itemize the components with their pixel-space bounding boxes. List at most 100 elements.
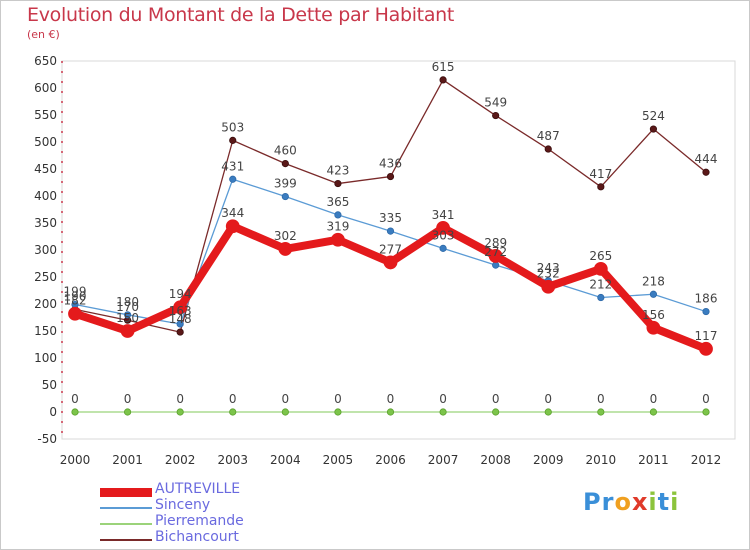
data-label-bichancourt: 444 [695, 152, 718, 166]
data-label-bichancourt: 417 [589, 167, 612, 181]
y-tick-label: 600 [34, 81, 57, 95]
data-label-sinceny: 163 [169, 304, 192, 318]
data-label-sinceny: 243 [537, 261, 560, 275]
data-point-autreville [225, 219, 240, 234]
data-label-autreville: 289 [484, 236, 507, 250]
y-tick-label: 0 [49, 405, 57, 419]
legend-label: Pierremande [155, 513, 244, 529]
legend-swatch [100, 539, 152, 541]
data-label-autreville: 302 [274, 229, 297, 243]
data-point-pierremande [281, 408, 289, 416]
data-label-autreville: 319 [326, 220, 349, 234]
y-tick-label: 250 [34, 270, 57, 284]
data-label-autreville: 232 [537, 267, 560, 281]
data-point-bichancourt [334, 179, 342, 188]
data-label-pierremande: 0 [439, 392, 447, 406]
data-point-sinceny [386, 227, 395, 235]
data-point-bichancourt [229, 136, 237, 144]
data-label-sinceny: 212 [589, 278, 612, 292]
data-label-bichancourt: 170 [116, 300, 139, 314]
logo-letter: r [601, 488, 615, 516]
data-point-pierremande [229, 408, 237, 416]
data-label-autreville: 277 [379, 242, 402, 256]
data-label-sinceny: 180 [116, 295, 139, 309]
x-tick-label: 2010 [586, 453, 617, 467]
data-point-pierremande [649, 408, 658, 416]
x-tick-label: 2001 [112, 453, 143, 467]
x-tick-label: 2011 [638, 453, 669, 467]
data-label-autreville: 117 [695, 329, 718, 343]
data-point-pierremande [544, 408, 552, 416]
data-label-bichancourt: 615 [432, 60, 455, 74]
data-label-autreville: 344 [221, 206, 244, 220]
data-point-sinceny [492, 261, 500, 269]
data-label-pierremande: 0 [387, 392, 395, 406]
y-tick-label: 100 [34, 351, 57, 365]
y-tick-label: 150 [34, 324, 57, 338]
y-tick-label: 300 [34, 243, 57, 257]
legend-swatch [100, 523, 152, 525]
logo-letter: t [657, 488, 671, 516]
y-tick-label: 200 [34, 297, 57, 311]
data-point-bichancourt [386, 172, 395, 181]
data-point-sinceny [176, 320, 184, 328]
x-tick-label: 2006 [375, 453, 406, 467]
data-label-pierremande: 0 [492, 392, 500, 406]
data-point-autreville [173, 300, 188, 315]
data-label-sinceny: 199 [64, 285, 87, 299]
y-tick-label: 650 [34, 54, 57, 68]
logo-letter: x [631, 488, 649, 516]
data-point-autreville [593, 261, 608, 276]
data-label-bichancourt: 503 [221, 120, 244, 134]
chart-title: Evolution du Montant de la Dette par Hab… [27, 4, 455, 26]
data-label-sinceny: 303 [432, 228, 455, 242]
data-point-autreville [120, 324, 135, 338]
x-tick-label: 2012 [691, 453, 722, 467]
legend-swatch [100, 487, 152, 497]
logo-letter: i [670, 488, 680, 516]
data-label-autreville: 156 [642, 308, 665, 322]
data-point-sinceny [281, 192, 289, 201]
legend-label: Sinceny [155, 497, 211, 513]
plot-area [61, 60, 736, 440]
x-tick-label: 2002 [165, 453, 196, 467]
logo-letter: o [614, 488, 632, 516]
data-label-sinceny: 272 [484, 245, 507, 259]
data-label-pierremande: 0 [71, 392, 79, 406]
data-point-sinceny [123, 311, 132, 319]
y-tick-label: 450 [34, 162, 57, 176]
data-point-autreville [331, 232, 345, 247]
x-tick-label: 2003 [217, 453, 248, 467]
data-label-pierremande: 0 [597, 392, 605, 406]
data-point-autreville [278, 242, 293, 256]
data-point-sinceny [702, 307, 710, 316]
data-label-pierremande: 0 [124, 392, 132, 406]
data-point-pierremande [702, 408, 710, 416]
data-point-autreville [541, 279, 556, 294]
chart-subtitle: (en €) [27, 28, 60, 41]
data-point-bichancourt [544, 145, 552, 153]
data-point-pierremande [386, 408, 395, 416]
y-tick-label: 350 [34, 216, 57, 230]
legend-label: AUTREVILLE [155, 481, 241, 497]
data-label-sinceny: 431 [221, 159, 244, 173]
data-point-pierremande [492, 408, 500, 416]
y-tick-label: 500 [34, 135, 57, 149]
data-label-bichancourt: 423 [326, 164, 349, 178]
data-label-autreville: 182 [64, 294, 87, 308]
data-label-autreville: 194 [169, 287, 192, 301]
data-point-pierremande [123, 408, 132, 416]
data-point-bichancourt [281, 160, 289, 168]
data-label-pierremande: 0 [702, 392, 710, 406]
data-label-autreville: 341 [432, 208, 455, 222]
data-label-pierremande: 0 [650, 392, 658, 406]
data-point-pierremande [71, 408, 79, 416]
data-label-pierremande: 0 [229, 392, 237, 406]
data-label-pierremande: 0 [176, 392, 184, 406]
data-label-bichancourt: 190 [64, 289, 87, 303]
data-label-bichancourt: 549 [484, 96, 507, 110]
data-label-sinceny: 218 [642, 274, 665, 288]
logo-letter: i [648, 488, 658, 516]
data-label-bichancourt: 460 [274, 144, 297, 158]
